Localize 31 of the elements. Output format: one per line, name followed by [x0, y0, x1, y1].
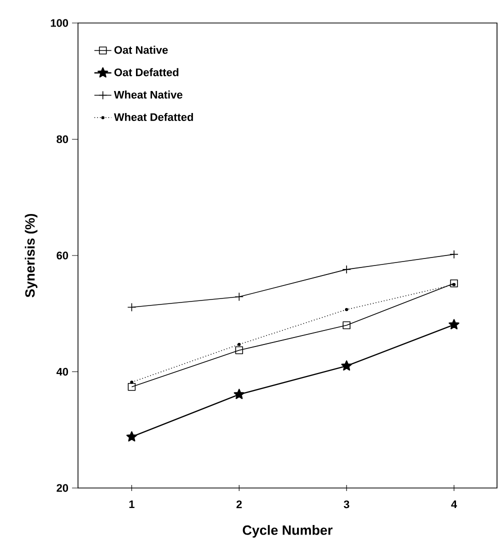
point	[450, 250, 458, 259]
point	[448, 319, 460, 330]
point	[342, 321, 350, 330]
x-tick-label: 3	[344, 500, 350, 508]
legend-label: Oat Defatted	[114, 68, 178, 76]
y-tick-label: 20	[56, 484, 68, 492]
point	[235, 346, 244, 354]
x-tick-label: 1	[129, 500, 134, 508]
legend-label: Oat Native	[114, 46, 168, 54]
y-tick-label: 60	[56, 252, 68, 260]
point	[341, 360, 352, 371]
y-tick-label: 40	[56, 368, 68, 376]
point	[128, 382, 136, 391]
point	[452, 282, 456, 286]
point	[344, 308, 348, 312]
point	[342, 265, 351, 274]
point	[234, 388, 244, 400]
point	[126, 431, 138, 442]
legend-label: Wheat Native	[114, 90, 182, 99]
point	[234, 292, 244, 302]
legend-label: Wheat Defatted	[114, 112, 193, 121]
point	[127, 302, 136, 312]
point	[238, 342, 241, 346]
y-axis-title: Synerisis (%)	[24, 214, 38, 298]
y-tick-label: 80	[56, 135, 68, 144]
x-axis-title: Cycle Number	[242, 525, 332, 538]
point	[450, 280, 458, 288]
y-tick-label: 100	[50, 19, 68, 27]
x-tick-label: 4	[451, 500, 458, 508]
point	[130, 380, 134, 384]
x-tick-label: 2	[236, 500, 242, 508]
